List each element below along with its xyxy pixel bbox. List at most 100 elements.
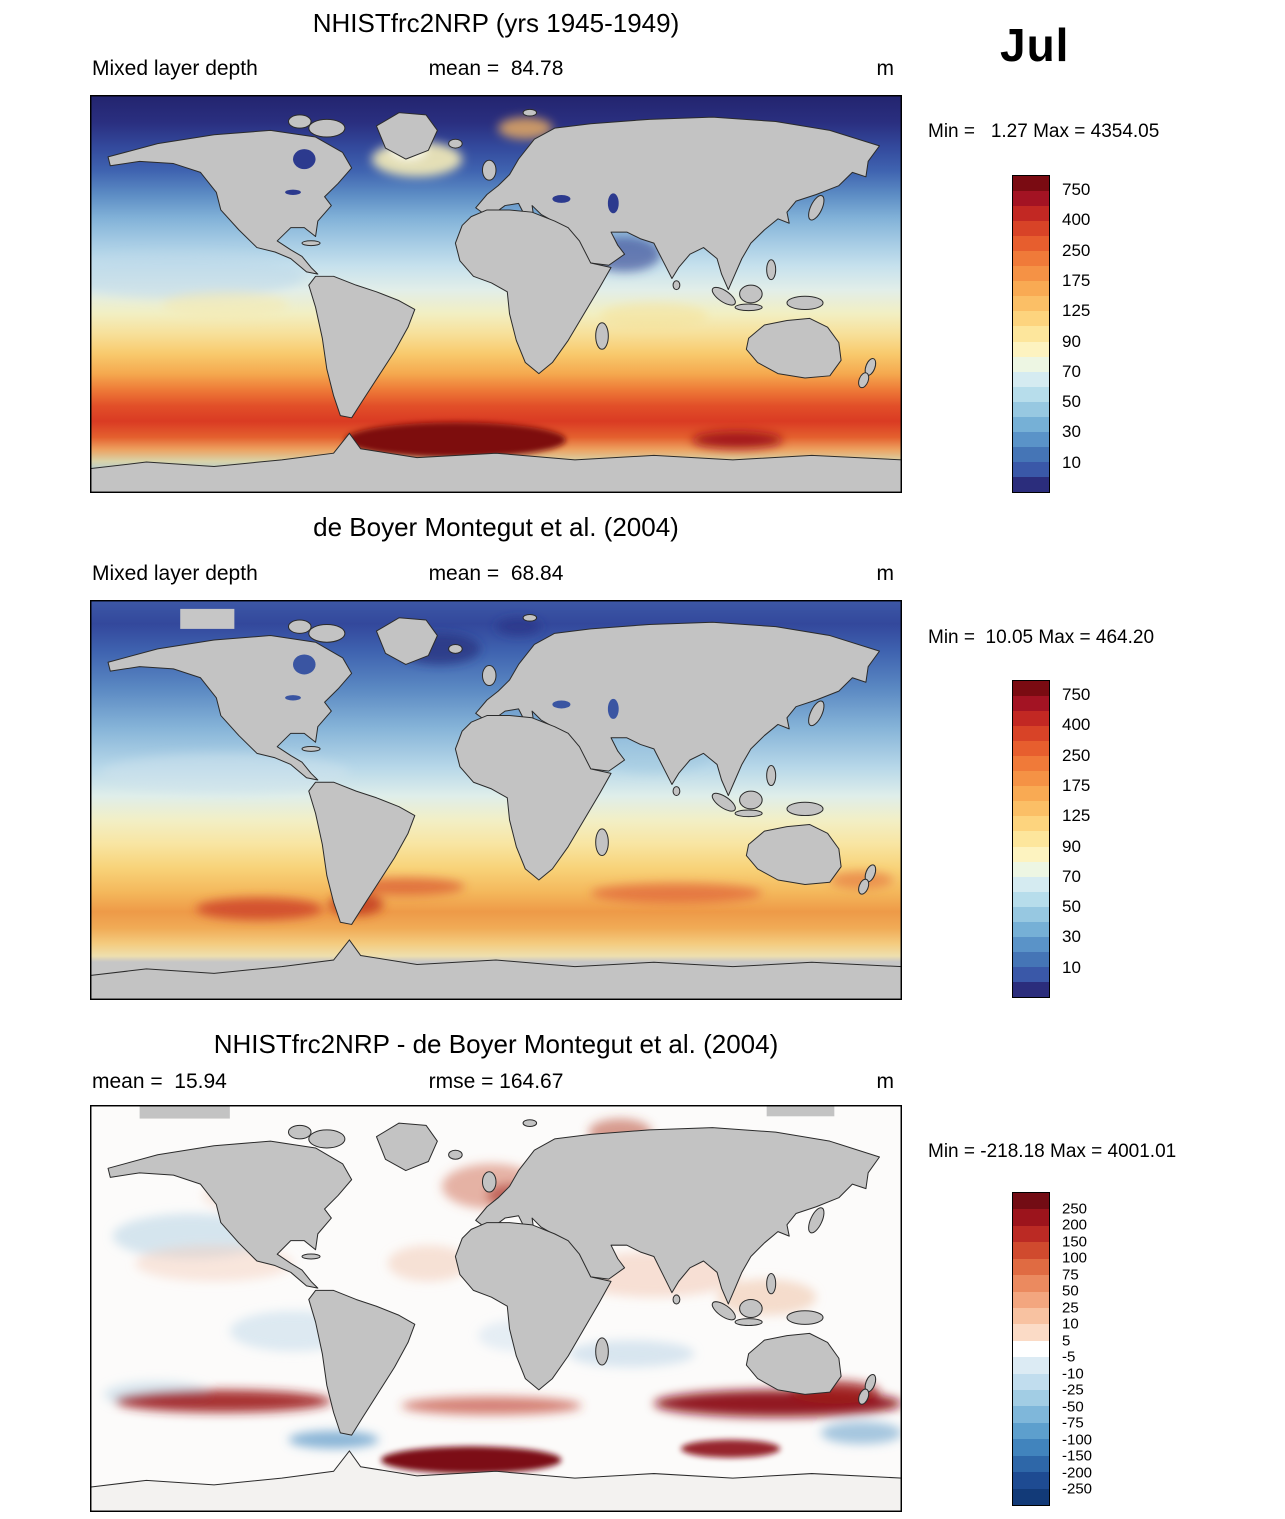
panel1-units-label: m [876,57,895,80]
colorbar-segment [1013,1307,1049,1325]
colorbar-segment [1013,966,1049,982]
colorbar-segment [1013,756,1049,772]
panel3-colorbar: 250 200 150 100 75 50 25 10 5 -5 -10 -25 -50 -75 -100-… [1012,1192,1162,1506]
colorbar-segment [1013,831,1049,847]
colorbar-segment [1013,1422,1049,1440]
colorbar-segment [1013,1324,1049,1341]
colorbar-segment [1013,906,1049,922]
map-frame [90,95,902,493]
colorbar-segment [1013,936,1049,952]
panel2-units-label: m [876,562,895,585]
colorbar-tick-label: 250 [1062,240,1091,260]
strong-positive-blobs [380,1439,781,1474]
colorbar-tick-label: 30 [1062,927,1081,947]
colorbar-tick-label: 10 [1062,1315,1079,1333]
colorbar-segment [1013,1209,1049,1226]
colorbar-tick-label: 70 [1062,866,1081,886]
colorbar-tick-label: 175 [1062,776,1091,795]
colorbar-segment [1013,816,1049,832]
colorbar-tick-label: 750 [1062,685,1091,705]
colorbar-tick-label: 75 [1062,1266,1079,1284]
colorbar-tick-label: 400 [1062,210,1091,230]
panel1-field-label: Mixed layer depth [92,57,258,80]
colorbar-segment [1013,311,1049,327]
colorbar-segment [1013,711,1049,727]
colorbar-tick-label: 175 [1062,271,1091,290]
colorbar-segment [1013,801,1049,817]
colorbar-tick-label: 750 [1062,180,1091,200]
colorbar-segment [1013,251,1049,267]
colorbar-segment [1013,681,1049,697]
colorbar-tick-label: 50 [1062,897,1081,917]
colorbar-segment [1013,296,1049,312]
no-data-patch [766,1105,835,1117]
colorbar-segment [1013,741,1049,757]
colorbar-segment [1013,1340,1049,1358]
colorbar-tick-label: 30 [1062,422,1081,442]
colorbar-segment [1013,461,1049,477]
panel3-minmax: Min = -218.18 Max = 4001.01 [928,1141,1177,1162]
colorbar-tick-label: 100 [1062,1249,1088,1267]
colorbar-tick-label: 5 [1062,1332,1071,1350]
panel1-minmax: Min = 1.27 Max = 4354.05 [928,121,1160,142]
no-data-patch [180,608,235,629]
colorbar-gradient [1012,680,1050,998]
colorbar-segment [1013,1488,1049,1506]
panel3-title: NHISTfrc2NRP - de Boyer Montegut et al. … [213,1029,779,1059]
colorbar-segment [1013,1439,1049,1456]
colorbar-tick-label: 70 [1062,361,1081,381]
colorbar-segment [1013,371,1049,387]
map-difference [90,1105,902,1512]
colorbar-segment [1013,1455,1049,1473]
colorbar-segment [1013,266,1049,282]
colorbar-segment [1013,1472,1049,1489]
panel3-units-label: m [876,1070,895,1093]
colorbar-segment [1013,876,1049,892]
panel2-minmax: Min = 10.05 Max = 464.20 [928,627,1155,648]
colorbar-segment [1013,341,1049,357]
colorbar-tick-label: -5 [1062,1348,1076,1366]
colorbar-segment [1013,846,1049,862]
panel1-colorbar: 750 400 250 175 125 90 70 50 30 10 [1012,175,1162,493]
colorbar-tick-label: 125 [1062,301,1091,321]
colorbar-tick-label: 200 [1062,1216,1088,1234]
colorbar-segment [1013,206,1049,222]
month-label: Jul [1000,19,1070,71]
panel1-mean-label: mean = 84.78 [428,57,564,80]
colorbar-tick-label: -25 [1062,1381,1084,1399]
colorbar-gradient [1012,175,1050,493]
colorbar-segment [1013,981,1049,997]
colorbar-segment [1013,726,1049,742]
colorbar-segment [1013,221,1049,237]
colorbar-segment [1013,356,1049,372]
colorbar-tick-label: 10 [1062,957,1081,977]
panel2-field-label: Mixed layer depth [92,562,258,585]
no-data-patch [139,1105,230,1119]
colorbar-segment [1013,771,1049,787]
colorbar-tick-label: 250 [1062,745,1091,765]
colorbar-segment [1013,1373,1049,1391]
colorbar-tick-label: -200 [1062,1464,1093,1482]
colorbar-tick-label: 90 [1062,836,1081,856]
colorbar-segment [1013,861,1049,877]
colorbar-segment [1013,1291,1049,1308]
colorbar-tick-label: 125 [1062,806,1091,826]
colorbar-tick-label: -150 [1062,1447,1093,1465]
colorbar-segment [1013,921,1049,937]
colorbar-tick-label: 250 [1062,1200,1088,1218]
colorbar-segment [1013,326,1049,342]
colorbar-segment [1013,1357,1049,1374]
colorbar-tick-label: -50 [1062,1398,1084,1416]
colorbar-segment [1013,191,1049,207]
colorbar-tick-label: 10 [1062,452,1081,472]
colorbar-tick-label: -75 [1062,1414,1084,1432]
colorbar-tick-label: 50 [1062,1282,1079,1300]
colorbar-tick-label: -250 [1062,1480,1093,1498]
colorbar-segment [1013,401,1049,417]
panel3-rmse-label: rmse = 164.67 [428,1070,564,1093]
colorbar-segment [1013,786,1049,802]
colorbar-segment [1013,176,1049,192]
colorbar-tick-label: 50 [1062,392,1081,412]
panel2-mean-label: mean = 68.84 [428,562,564,585]
colorbar-segment [1013,1242,1049,1259]
